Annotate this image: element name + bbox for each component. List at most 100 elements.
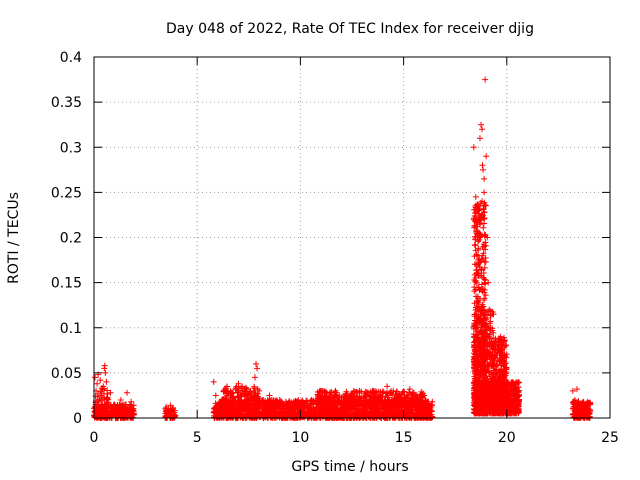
data-point: [301, 414, 308, 421]
data-point: [352, 413, 359, 420]
data-point: [481, 391, 488, 398]
data-point: [482, 254, 489, 261]
data-point: [212, 405, 219, 412]
data-point: [489, 361, 496, 368]
data-point: [509, 379, 516, 386]
data-point: [479, 252, 486, 259]
data-point: [472, 210, 479, 217]
data-point: [223, 396, 230, 403]
data-point: [254, 395, 261, 402]
data-point: [515, 391, 522, 398]
data-point: [296, 414, 303, 421]
data-point: [501, 353, 508, 360]
data-point: [493, 370, 500, 377]
data-point: [211, 404, 218, 411]
data-point: [335, 408, 342, 415]
data-point: [578, 403, 585, 410]
data-point: [322, 389, 329, 396]
data-point: [472, 217, 479, 224]
data-point: [486, 398, 493, 405]
data-point: [306, 401, 313, 408]
data-point: [210, 378, 217, 385]
data-point: [232, 397, 239, 404]
data-point: [375, 388, 382, 395]
data-point: [473, 280, 480, 287]
data-point: [227, 414, 234, 421]
data-point: [484, 404, 491, 411]
data-point: [357, 399, 364, 406]
data-point: [222, 388, 229, 395]
data-point: [476, 341, 483, 348]
data-point: [251, 385, 258, 392]
data-point: [109, 410, 116, 417]
data-point: [479, 322, 486, 329]
grid-lines: [94, 57, 610, 418]
data-point: [366, 410, 373, 417]
data-point: [486, 381, 493, 388]
data-point: [124, 409, 131, 416]
data-point: [117, 396, 124, 403]
data-point: [385, 409, 392, 416]
data-point: [250, 397, 257, 404]
data-point: [338, 394, 345, 401]
data-point: [479, 243, 486, 250]
data-point: [500, 410, 507, 417]
data-point: [261, 413, 268, 420]
data-point: [362, 397, 369, 404]
data-point: [243, 386, 250, 393]
data-point: [397, 395, 404, 402]
data-point: [507, 400, 514, 407]
data-point: [130, 402, 137, 409]
data-point: [428, 408, 435, 415]
data-point: [212, 400, 219, 407]
data-point: [239, 383, 246, 390]
data-point: [491, 375, 498, 382]
data-point: [314, 399, 321, 406]
data-point: [490, 391, 497, 398]
data-point: [511, 401, 518, 408]
data-point: [395, 410, 402, 417]
data-point: [363, 411, 370, 418]
data-point: [96, 396, 103, 403]
data-point: [569, 387, 576, 394]
data-point: [478, 385, 485, 392]
data-point: [312, 410, 319, 417]
data-point: [393, 406, 400, 413]
data-point: [229, 409, 236, 416]
data-point: [111, 401, 118, 408]
data-point: [412, 391, 419, 398]
data-point: [95, 411, 102, 418]
data-point: [168, 412, 175, 419]
data-point: [94, 390, 101, 397]
data-point: [379, 409, 386, 416]
data-point: [271, 401, 278, 408]
data-point: [504, 406, 511, 413]
data-point: [473, 347, 480, 354]
data-point: [501, 359, 508, 366]
data-point: [254, 386, 261, 393]
data-point: [104, 391, 111, 398]
data-point: [477, 382, 484, 389]
data-point: [479, 395, 486, 402]
data-point: [495, 395, 502, 402]
data-point: [496, 350, 503, 357]
data-point: [166, 408, 173, 415]
data-point: [382, 414, 389, 421]
data-point: [479, 126, 486, 133]
data-point: [482, 292, 489, 299]
data-point: [473, 320, 480, 327]
data-point: [481, 372, 488, 379]
data-point: [296, 402, 303, 409]
data-point: [483, 386, 490, 393]
data-point: [104, 412, 111, 419]
data-point: [270, 404, 277, 411]
data-point: [418, 392, 425, 399]
data-point: [583, 400, 590, 407]
data-point: [481, 400, 488, 407]
data-point: [353, 393, 360, 400]
data-point: [496, 357, 503, 364]
data-point: [429, 398, 436, 405]
data-point: [502, 372, 509, 379]
data-point: [498, 367, 505, 374]
data-point: [317, 407, 324, 414]
